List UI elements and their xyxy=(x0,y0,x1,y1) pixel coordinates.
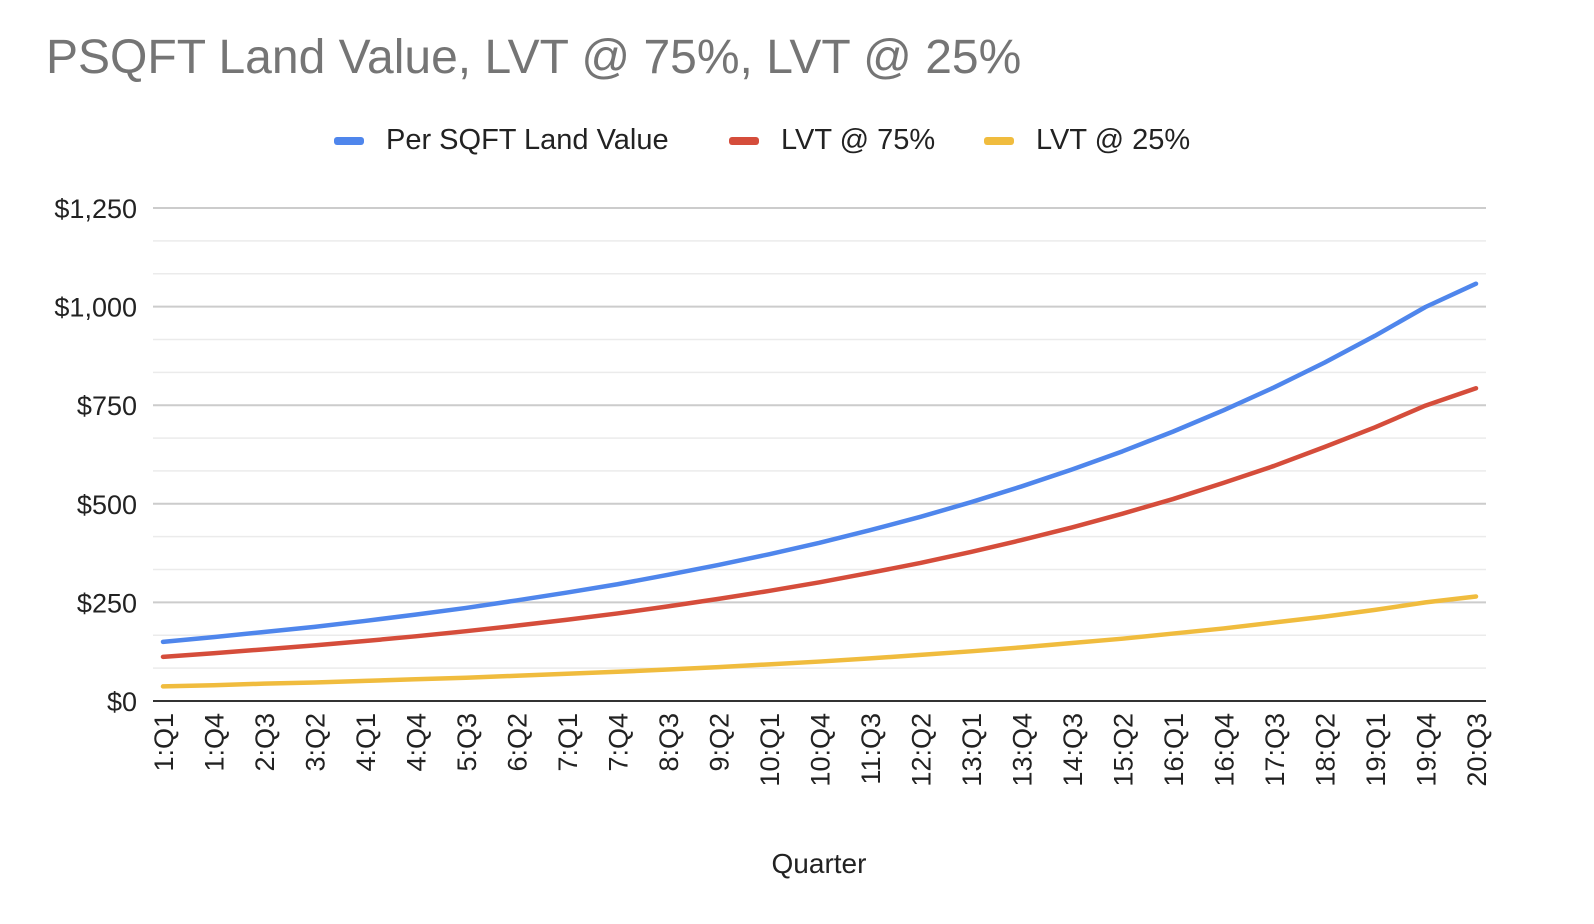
y-tick-label: $1,250 xyxy=(54,194,137,224)
x-tick-label: 7:Q1 xyxy=(553,713,583,772)
x-tick-label: 3:Q2 xyxy=(301,713,331,772)
legend-label: LVT @ 25% xyxy=(1036,124,1191,156)
x-tick-label: 16:Q4 xyxy=(1210,713,1240,787)
x-axis-ticks: 1:Q1 1:Q4 2:Q3 3:Q2 4:Q1 4:Q4 5:Q3 6:Q2 7:Q1 7:Q4… xyxy=(149,713,1492,787)
x-tick-label: 8:Q3 xyxy=(654,713,684,772)
legend-swatch xyxy=(334,137,364,145)
y-tick-label: $1,000 xyxy=(54,293,137,323)
legend-item-lvt-25[interactable]: LVT @ 25% xyxy=(984,120,1204,160)
legend-item-per-sqft-land-value[interactable]: Per SQFT Land Value xyxy=(334,120,694,160)
chart-title: PSQFT Land Value, LVT @ 75%, LVT @ 25% xyxy=(46,31,1022,84)
x-tick-label: 1:Q1 xyxy=(149,713,179,772)
legend-swatch xyxy=(729,137,759,145)
x-tick-label: 10:Q4 xyxy=(806,713,836,787)
x-tick-label: 18:Q2 xyxy=(1311,713,1341,787)
x-tick-label: 11:Q3 xyxy=(856,713,886,785)
x-tick-label: 9:Q2 xyxy=(705,713,735,772)
x-tick-label: 10:Q1 xyxy=(755,713,785,787)
x-tick-label: 2:Q3 xyxy=(250,713,280,772)
x-tick-label: 19:Q1 xyxy=(1361,713,1391,787)
x-tick-label: 17:Q3 xyxy=(1260,713,1290,787)
x-tick-label: 7:Q4 xyxy=(604,713,634,772)
y-tick-label: $250 xyxy=(77,588,137,618)
y-tick-label: $0 xyxy=(107,687,137,717)
legend-label: LVT @ 75% xyxy=(781,124,936,156)
y-tick-label: $750 xyxy=(77,391,137,421)
x-tick-label: 4:Q4 xyxy=(402,713,432,772)
x-tick-label: 14:Q3 xyxy=(1058,713,1088,787)
x-tick-label: 5:Q3 xyxy=(452,713,482,772)
series-line-2[interactable] xyxy=(160,594,1479,689)
x-axis-title: Quarter xyxy=(772,848,867,879)
x-tick-label: 13:Q4 xyxy=(1008,713,1038,787)
y-tick-label: $500 xyxy=(77,490,137,520)
legend: Per SQFT Land Value LVT @ 75% LVT @ 25% xyxy=(0,120,1594,160)
major-gridlines xyxy=(153,207,1486,604)
series-line-1[interactable] xyxy=(160,385,1479,660)
x-tick-label: 1:Q4 xyxy=(200,713,230,772)
series-line-0[interactable] xyxy=(160,281,1479,645)
x-tick-label: 12:Q2 xyxy=(907,713,937,787)
x-tick-label: 6:Q2 xyxy=(503,713,533,772)
x-tick-label: 16:Q1 xyxy=(1159,713,1189,787)
x-tick-label: 13:Q1 xyxy=(957,713,987,787)
legend-swatch xyxy=(984,137,1014,145)
legend-item-lvt-75[interactable]: LVT @ 75% xyxy=(729,120,949,160)
series-lines xyxy=(160,281,1479,689)
y-axis-ticks: $0 $250 $500 $750 $1,000 $1,250 xyxy=(54,194,137,717)
minor-gridlines xyxy=(153,240,1486,669)
x-tick-label: 4:Q1 xyxy=(351,713,381,772)
legend-label: Per SQFT Land Value xyxy=(386,124,669,156)
x-tick-label: 19:Q4 xyxy=(1412,713,1442,787)
x-tick-label: 15:Q2 xyxy=(1109,713,1139,787)
x-tick-label: 20:Q3 xyxy=(1462,713,1492,787)
